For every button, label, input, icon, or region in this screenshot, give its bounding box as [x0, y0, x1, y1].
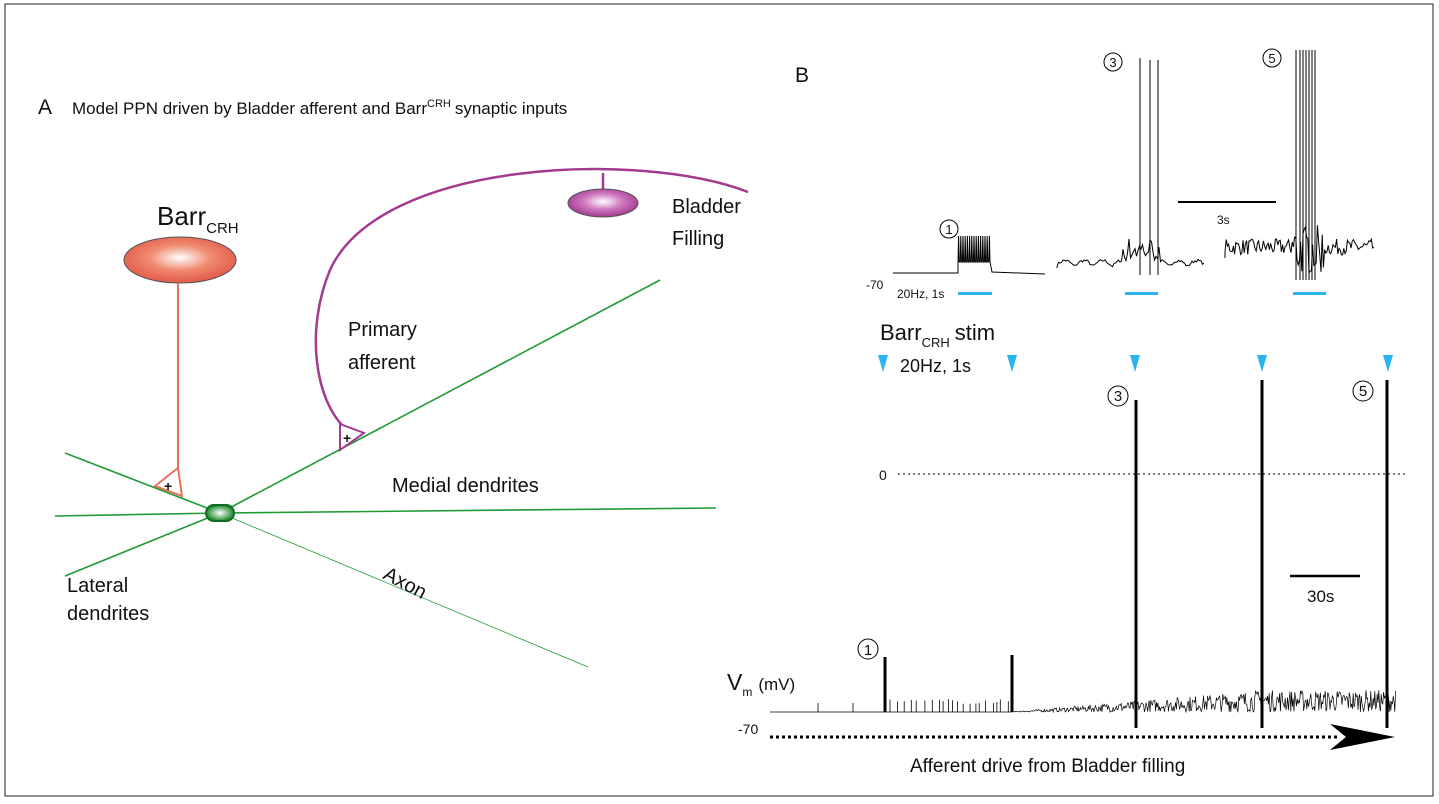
trace	[1225, 225, 1374, 273]
bladder	[568, 189, 638, 217]
minus70-label: -70	[738, 721, 758, 737]
plus: +	[343, 430, 351, 446]
frame	[5, 4, 1433, 796]
stim-arrow	[1257, 355, 1267, 372]
trace	[1057, 239, 1204, 268]
traces	[770, 50, 1396, 728]
figure: A Model PPN driven by Bladder afferent a…	[0, 0, 1439, 799]
stim-arrow	[1383, 355, 1393, 372]
trace	[1296, 50, 1315, 280]
panel-title: Model PPN driven by Bladder afferent and…	[72, 98, 567, 118]
drive-label: Afferent drive from Bladder filling	[910, 756, 1185, 777]
axon-label: Axon	[380, 563, 431, 604]
svg-text:5: 5	[1268, 51, 1275, 66]
stim-arrow	[1007, 355, 1017, 372]
inset-scale: 3s	[1217, 213, 1230, 227]
scale-label: 30s	[1307, 587, 1334, 606]
inset-minus70: -70	[866, 278, 884, 292]
trace	[893, 236, 1045, 274]
stim-arrow	[878, 355, 888, 372]
barr-neuron	[124, 237, 236, 283]
primary-label: Primary	[348, 319, 417, 341]
stim-params: 20Hz, 1s	[900, 356, 971, 376]
plus: +	[164, 478, 172, 494]
svg-text:3: 3	[1109, 55, 1116, 70]
circle-labels: 1 3 5 3 5 1	[864, 51, 1367, 659]
panel-label: A	[38, 96, 52, 119]
panel-label: B	[795, 64, 809, 87]
svg-text:1: 1	[945, 222, 952, 237]
stim-arrow	[1130, 355, 1140, 372]
trace	[1140, 58, 1158, 275]
zero-label: 0	[879, 467, 887, 483]
vm-label: Vm(mV)	[727, 669, 795, 699]
bladder-label: Filling	[672, 228, 724, 250]
medial-label: Medial dendrites	[392, 475, 539, 497]
inset-stim: 20Hz, 1s	[897, 287, 944, 301]
lateral-label: Lateral	[67, 575, 128, 597]
bladder-label: Bladder	[672, 196, 741, 218]
soma	[206, 505, 234, 521]
trace	[770, 690, 1396, 712]
barr-label: BarrCRH	[157, 201, 239, 237]
lateral-label: dendrites	[67, 603, 149, 625]
svg-text:5: 5	[1359, 383, 1367, 400]
drive-arrowhead	[1330, 724, 1395, 750]
svg-text:1: 1	[864, 642, 872, 659]
trace	[818, 699, 1008, 712]
svg-text:3: 3	[1114, 388, 1122, 405]
trace	[1136, 380, 1387, 728]
stim-bars	[958, 292, 1326, 295]
primary-label: afferent	[348, 352, 416, 374]
